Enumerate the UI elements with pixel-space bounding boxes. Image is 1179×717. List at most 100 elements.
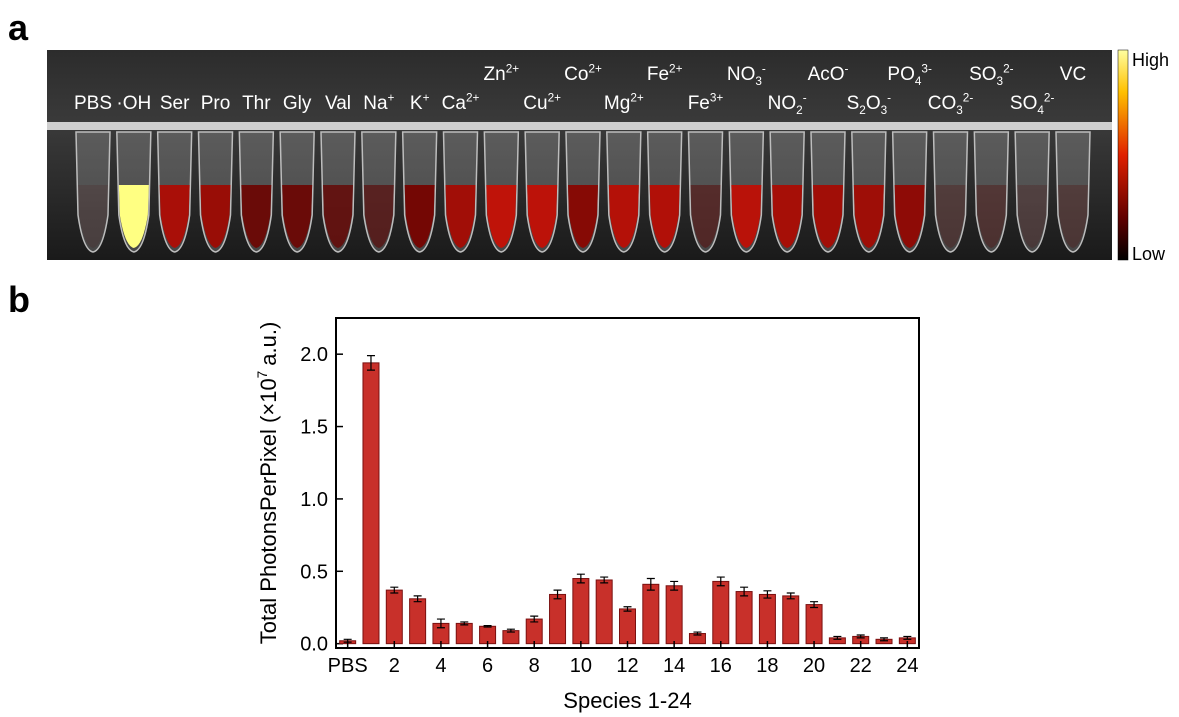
error-bar [483, 624, 492, 628]
label-part: Fe [688, 93, 710, 114]
x-tick-label: 8 [529, 655, 540, 677]
colorbar-low: Low [1132, 244, 1166, 264]
tube-glow [159, 185, 190, 248]
label-part: - [762, 62, 766, 75]
bar [362, 362, 380, 645]
bar [409, 598, 427, 645]
x-tick-label: 4 [435, 655, 446, 677]
tube-glow [894, 185, 925, 248]
error-bar [646, 577, 655, 591]
label-part: 3 [881, 104, 888, 117]
tube-label: Fe2+ [647, 62, 683, 85]
label-part: 2- [1044, 91, 1055, 104]
bar [758, 593, 776, 645]
label-part: a.u.) [256, 322, 281, 366]
tube-label: Ser [160, 93, 190, 114]
x-tick-label: 18 [756, 655, 778, 677]
label-part: Ser [160, 93, 190, 114]
tube-label: K+ [410, 91, 430, 114]
label-part: - [845, 62, 849, 75]
tube-label: Gly [283, 93, 312, 114]
label-part: 2 [859, 104, 866, 117]
error-bar [716, 576, 725, 587]
panel-label: a [8, 7, 29, 48]
bar [549, 593, 567, 645]
error-bar [903, 635, 912, 640]
tube-glow [1058, 185, 1088, 248]
bar [619, 608, 636, 645]
bar [572, 578, 590, 645]
label-part: Cu [523, 93, 547, 114]
tube-label: Na+ [363, 91, 394, 114]
tube [75, 131, 111, 253]
tube [973, 131, 1010, 253]
label-part: + [388, 91, 395, 104]
label-part: - [887, 91, 891, 104]
label-part: 3- [921, 62, 932, 75]
error-bar [530, 615, 539, 623]
label-part: O [866, 93, 881, 114]
tube-label: Mg2+ [604, 91, 644, 114]
label-part: 3+ [710, 91, 724, 104]
tube-glow [568, 185, 598, 248]
tube-glow [363, 185, 394, 248]
label-part: Ca [442, 93, 467, 114]
bar [712, 580, 730, 645]
label-part: Pro [201, 93, 231, 114]
label-part: K [410, 93, 423, 114]
tube-label: Zn2+ [484, 62, 520, 85]
tube-glow [649, 185, 680, 248]
tube-label: SO32- [969, 62, 1014, 87]
tube-label: SO42- [1010, 91, 1055, 116]
x-tick-label: PBS [328, 655, 368, 677]
error-bar [413, 595, 422, 603]
tube-label: VC [1060, 64, 1086, 85]
plot-frame [335, 317, 920, 649]
label-part: 3 [956, 104, 963, 117]
bar [805, 604, 823, 645]
tube [687, 131, 724, 253]
tube-label: Pro [201, 93, 231, 114]
colorbar [1117, 49, 1129, 261]
x-tick-label: 22 [850, 655, 872, 677]
tube-glow [1017, 185, 1048, 248]
error-bar [740, 586, 749, 597]
bar [455, 622, 473, 645]
tube-label: Co2+ [564, 62, 602, 85]
label-part: PO [887, 64, 914, 85]
x-tick-label: 10 [570, 655, 592, 677]
tubes [75, 131, 1091, 253]
label-part: NO [768, 93, 797, 114]
tube-label: NO2- [768, 91, 807, 116]
y-tick-label: 1.5 [300, 417, 328, 439]
tube-label: Val [325, 93, 351, 114]
label-part: S [847, 93, 860, 114]
error-bar [600, 576, 609, 584]
error-bar [390, 586, 399, 594]
y-tick-label: 0.5 [300, 561, 328, 583]
y-tick-label: 1.0 [300, 489, 328, 511]
bar [642, 583, 660, 645]
label-part: Co [564, 64, 588, 85]
x-tick-label: 24 [896, 655, 918, 677]
tube-glow [772, 185, 803, 248]
error-bar [786, 592, 795, 600]
label-part: ·OH [116, 93, 151, 114]
error-bar [623, 606, 632, 612]
tube-glow [200, 185, 231, 248]
tube-glow [527, 185, 558, 248]
tube-glow [976, 185, 1007, 248]
tube-glow [608, 185, 639, 248]
y-tick-label: 0.0 [300, 634, 328, 656]
label-part: SO [969, 64, 996, 85]
label-part: 2+ [548, 91, 562, 104]
x-tick-label: 14 [663, 655, 685, 677]
error-bar [506, 628, 515, 633]
y-tick-label: 2.0 [300, 344, 328, 366]
tube-label: Fe3+ [688, 91, 724, 114]
tube-label: NO3- [727, 62, 766, 87]
tube [1014, 131, 1050, 253]
error-bar [763, 590, 772, 599]
